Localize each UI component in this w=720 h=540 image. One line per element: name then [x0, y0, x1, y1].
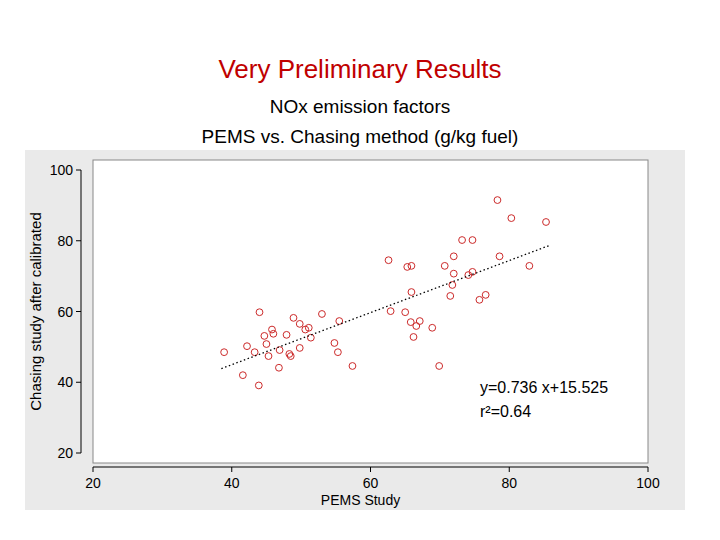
point — [305, 324, 312, 331]
x-tick-label: 40 — [224, 475, 240, 491]
y-tick-label: 20 — [57, 445, 73, 461]
y-tick — [76, 170, 81, 171]
subtitle: NOx emission factors — [270, 96, 451, 117]
y-tick-label: 80 — [57, 233, 73, 249]
annotation: y=0.736 x+15.525 — [480, 379, 608, 396]
x-tick — [648, 467, 649, 472]
y-tick-label: 100 — [50, 162, 74, 178]
point — [469, 237, 476, 244]
marks — [221, 197, 551, 389]
point — [402, 309, 409, 316]
point — [408, 262, 415, 269]
point — [385, 257, 392, 264]
point — [239, 372, 246, 379]
point — [349, 363, 356, 370]
y-tick-label: 40 — [57, 374, 73, 390]
point — [283, 331, 290, 338]
annotation: r²=0.64 — [480, 403, 531, 420]
point — [526, 262, 533, 269]
y-tick — [76, 382, 81, 383]
point — [436, 363, 443, 370]
point — [413, 323, 420, 330]
x-tick-label: 80 — [501, 475, 517, 491]
point — [255, 382, 262, 389]
point — [331, 340, 338, 347]
x-tick-label: 100 — [636, 475, 660, 491]
chart: Very Preliminary Results NOx emission fac… — [0, 0, 720, 540]
y-tick-label: 60 — [57, 304, 73, 320]
plot-area — [93, 160, 648, 463]
point — [270, 330, 277, 337]
point — [256, 309, 263, 316]
point — [221, 349, 228, 356]
point — [450, 253, 457, 260]
subtitle: PEMS vs. Chasing method (g/kg fuel) — [202, 126, 519, 147]
point — [287, 353, 294, 360]
point — [387, 308, 394, 315]
x-tick — [231, 467, 232, 472]
point — [543, 219, 550, 226]
point — [263, 341, 270, 348]
point — [441, 262, 448, 269]
point — [450, 270, 457, 277]
point — [410, 334, 417, 341]
point — [251, 349, 258, 356]
point — [244, 343, 251, 350]
point — [508, 215, 515, 222]
y-axis-label: Chasing study after calibrated — [27, 212, 44, 410]
point — [459, 237, 466, 244]
chart-background — [25, 150, 685, 510]
x-tick — [93, 467, 94, 472]
x-tick — [509, 467, 510, 472]
point — [408, 289, 415, 296]
point — [496, 253, 503, 260]
point — [482, 291, 489, 298]
point — [296, 345, 303, 352]
y-tick — [76, 240, 81, 241]
point — [265, 353, 272, 360]
x-tick — [370, 467, 371, 472]
point — [334, 349, 341, 356]
point — [269, 326, 276, 333]
y-tick — [76, 311, 81, 312]
point — [319, 311, 326, 318]
point — [447, 293, 454, 300]
point — [276, 364, 283, 371]
point — [476, 296, 483, 303]
x-axis-label: PEMS Study — [321, 492, 400, 508]
x-tick-label: 60 — [363, 475, 379, 491]
fit-line — [221, 245, 551, 369]
point — [429, 324, 436, 331]
title: Very Preliminary Results — [218, 54, 501, 84]
point — [494, 197, 501, 204]
point — [261, 333, 268, 340]
x-tick-label: 20 — [85, 475, 101, 491]
point — [296, 320, 303, 327]
point — [290, 314, 297, 321]
point — [276, 347, 283, 354]
point — [416, 318, 423, 325]
y-tick — [76, 453, 81, 454]
